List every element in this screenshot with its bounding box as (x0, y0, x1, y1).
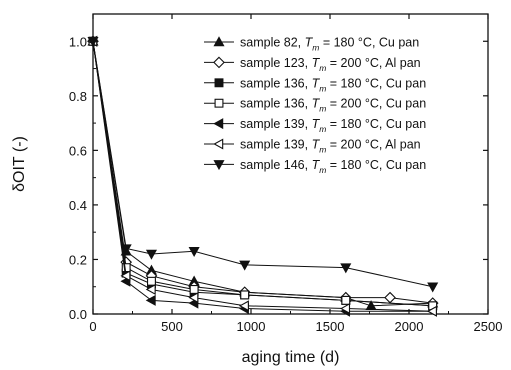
data-point (240, 290, 250, 300)
legend-label: sample 139, Tm = 180 °C, Cu pan (240, 117, 426, 134)
y-tick-label: 0.4 (69, 198, 87, 213)
legend-label: sample 136, Tm = 200 °C, Cu pan (240, 97, 426, 114)
x-tick-label: 1500 (316, 319, 345, 334)
legend-marker (213, 56, 225, 69)
data-point (341, 295, 351, 305)
data-point (239, 260, 251, 271)
legend-label: sample 123, Tm = 200 °C, Al pan (240, 56, 421, 73)
y-tick-label: 0.0 (69, 307, 87, 322)
legend-label: sample 146, Tm = 180 °C, Cu pan (240, 158, 426, 175)
data-point (189, 284, 199, 294)
legend-marker (213, 118, 224, 130)
data-point (340, 263, 352, 274)
legend-label: sample 139, Tm = 200 °C, Al pan (240, 138, 421, 155)
data-point (426, 305, 437, 317)
series-6 (87, 37, 439, 293)
axes-layer: 0 500 1000 1500 2000 2500 0.0 0.2 0.4 0.6 0.8 1.0 (69, 13, 503, 334)
data-point (427, 282, 439, 293)
legend-item: sample 146, Tm = 180 °C, Cu pan (204, 158, 426, 175)
data-point (188, 292, 199, 304)
data-point (145, 249, 157, 260)
legend-item: sample 136, Tm = 180 °C, Cu pan (204, 76, 426, 93)
legend-marker (214, 98, 224, 108)
x-tick-label: 1000 (237, 319, 266, 334)
legend-item: sample 136, Tm = 200 °C, Cu pan (204, 97, 426, 114)
y-tick-label: 0.6 (69, 143, 87, 158)
data-point (147, 276, 156, 286)
legend-marker (213, 36, 225, 47)
x-tick-label: 2500 (474, 319, 503, 334)
x-tick-label: 2000 (395, 319, 424, 334)
legend-label: sample 82, Tm = 180 °C, Cu pan (240, 36, 419, 53)
data-point (145, 283, 156, 295)
legend-item: sample 139, Tm = 200 °C, Al pan (204, 138, 421, 155)
data-point (120, 270, 131, 282)
legend-label: sample 136, Tm = 180 °C, Cu pan (240, 76, 426, 93)
legend-item: sample 139, Tm = 180 °C, Cu pan (204, 117, 426, 134)
data-point (188, 247, 200, 258)
legend: sample 82, Tm = 180 °C, Cu pan sample 123… (204, 36, 426, 175)
data-point (145, 294, 156, 306)
y-axis-title: δOIT (-) (11, 136, 28, 192)
y-tick-label: 0.2 (69, 252, 87, 267)
x-tick-label: 0 (89, 319, 96, 334)
data-point (120, 244, 132, 255)
data-point (340, 303, 351, 315)
legend-marker (213, 138, 224, 150)
series-layer (87, 35, 439, 317)
legend-item: sample 82, Tm = 180 °C, Cu pan (204, 36, 419, 53)
y-tick-label: 1.0 (69, 34, 87, 49)
x-axis-title: aging time (d) (242, 349, 340, 366)
series-5 (87, 35, 437, 317)
legend-item: sample 123, Tm = 200 °C, Al pan (204, 56, 421, 73)
legend-marker (214, 78, 224, 88)
data-point (238, 300, 249, 312)
legend-marker (213, 160, 225, 171)
y-tick-label: 0.8 (69, 89, 87, 104)
data-point (384, 291, 396, 304)
data-point (121, 263, 131, 273)
x-tick-label: 500 (161, 319, 183, 334)
